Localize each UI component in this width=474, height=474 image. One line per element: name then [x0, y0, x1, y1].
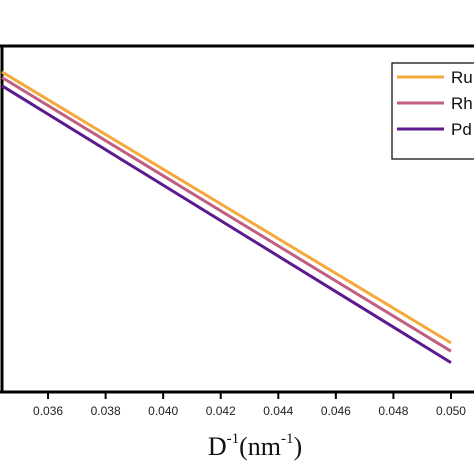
series-line-rh [1, 76, 452, 353]
x-tick-label: 0.050 [436, 404, 466, 418]
x-tick-label: 0.038 [91, 404, 121, 418]
series-line-pd [1, 84, 452, 364]
x-tick-label: 0.042 [206, 404, 236, 418]
x-tick-label: 0.044 [263, 404, 293, 418]
plot-frame [0, 44, 474, 394]
x-axis-title-part: ) [294, 432, 303, 461]
series-lines [1, 70, 452, 364]
legend: Ru Rh Pd [391, 62, 474, 160]
legend-box [391, 62, 474, 160]
x-tick-label: 0.040 [148, 404, 178, 418]
x-axis-title-sup: -1 [227, 431, 240, 447]
x-axis-title-sup: -1 [281, 431, 294, 447]
x-axis-title-part: D [208, 432, 227, 461]
x-tick-label: 0.046 [321, 404, 351, 418]
x-axis-title: D-1(nm-1) [208, 431, 302, 461]
x-tick-label: 0.036 [33, 404, 63, 418]
series-line-ru [1, 70, 452, 345]
legend-label-rh: Rh [451, 94, 473, 113]
x-ticks: 0.036 0.038 0.040 0.042 0.044 0.046 0.048 0.050 [33, 392, 466, 418]
x-axis-title-part: (nm [239, 432, 281, 461]
x-tick-label: 0.048 [378, 404, 408, 418]
legend-label-pd: Pd [451, 120, 472, 139]
legend-label-ru: Ru [451, 68, 473, 87]
legend-items: Ru Rh Pd [397, 68, 473, 139]
